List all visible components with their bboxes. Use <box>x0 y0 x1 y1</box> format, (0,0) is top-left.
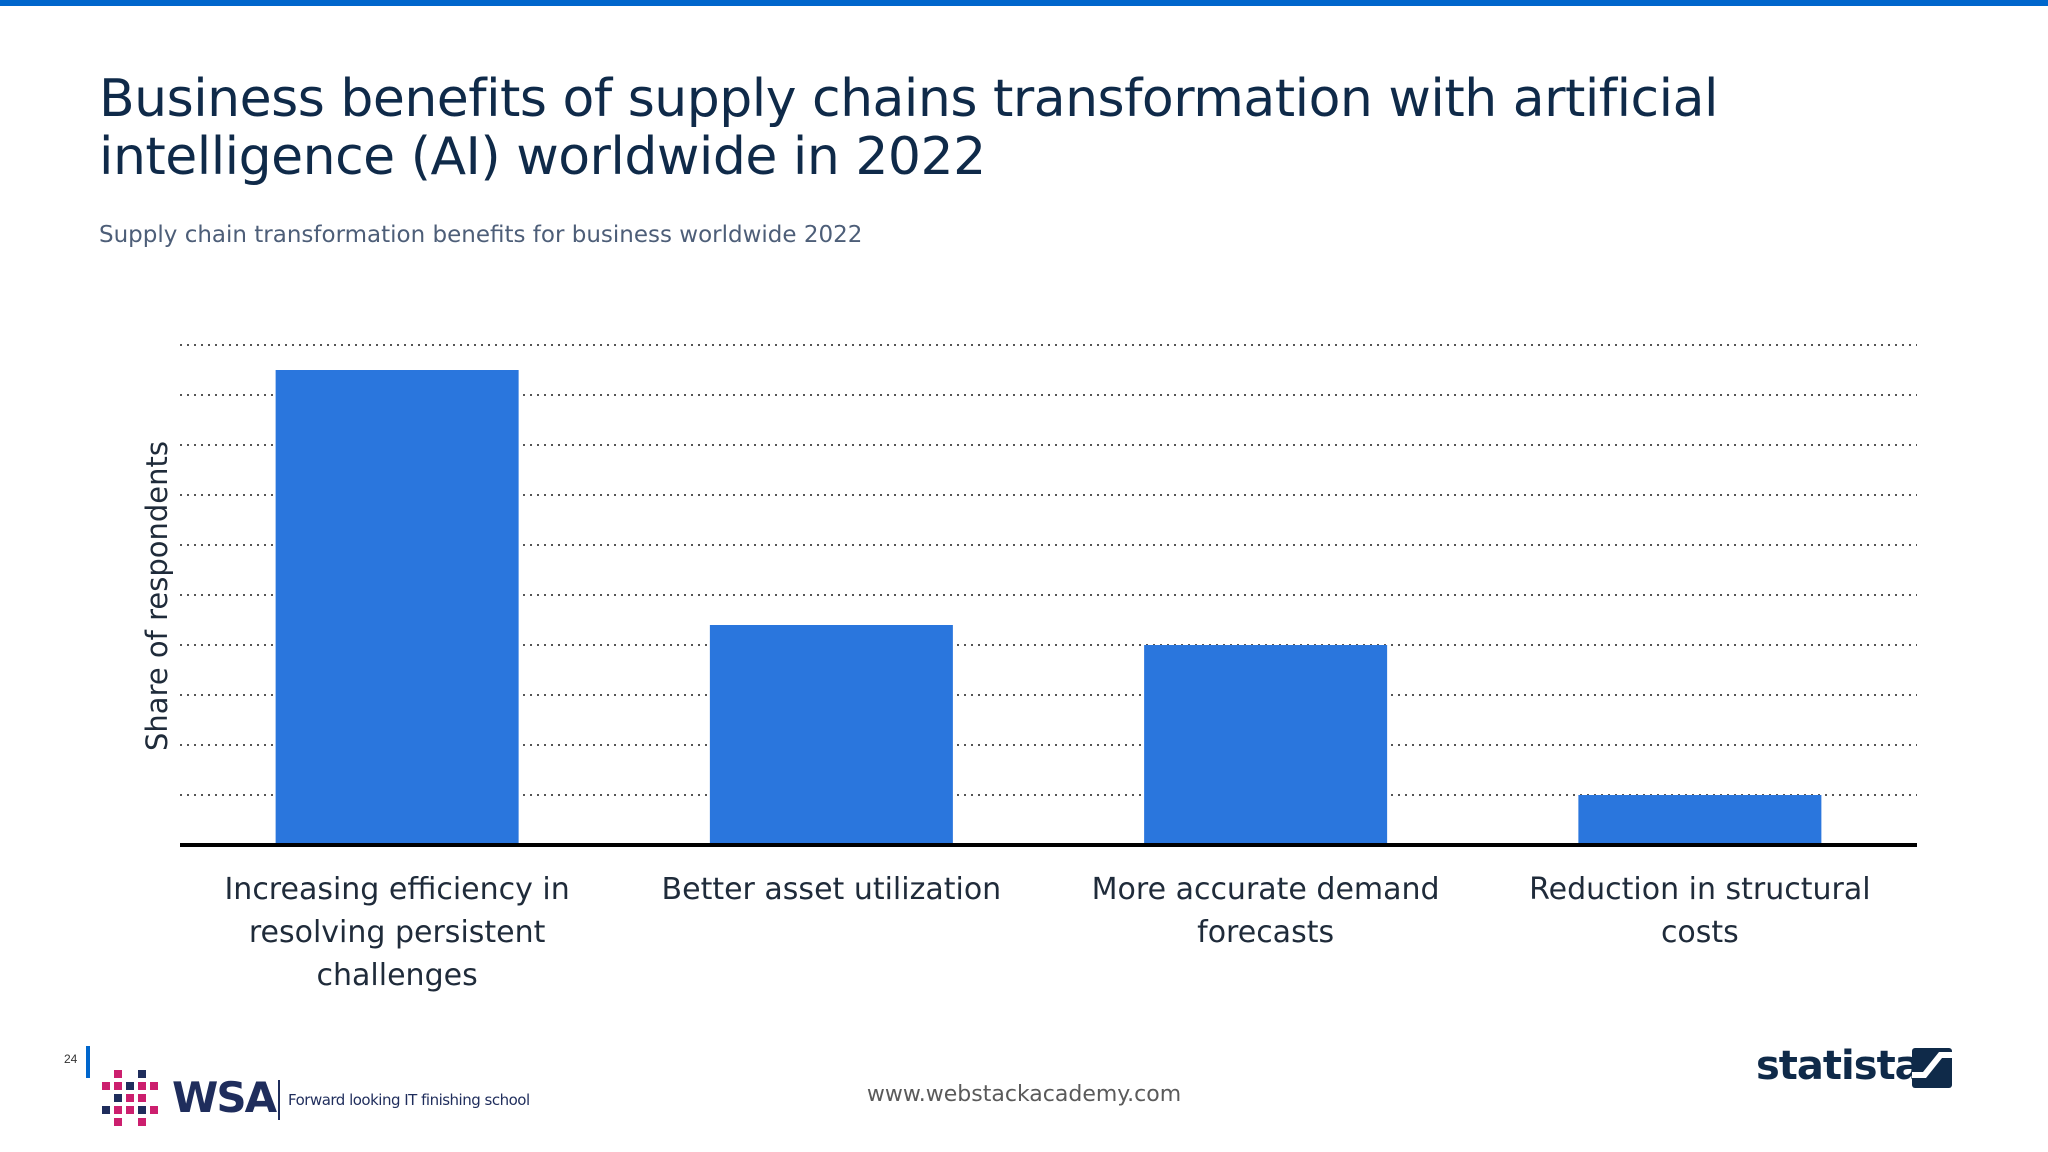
wsa-logo: WSA Forward looking IT finishing school <box>100 1068 530 1130</box>
y-axis-label: Share of respondents <box>140 441 174 751</box>
bar[interactable] <box>1578 795 1822 845</box>
grid-lines <box>180 344 1917 796</box>
wsa-separator <box>278 1080 280 1120</box>
bar[interactable] <box>709 625 953 845</box>
category-label: Increasing efficiency in resolving persi… <box>224 872 570 993</box>
top-accent-bar <box>0 0 2048 6</box>
chart-title: Business benefits of supply chains trans… <box>99 69 1718 187</box>
bars <box>275 370 1822 845</box>
bar[interactable] <box>275 370 519 845</box>
page-marker <box>86 1046 90 1078</box>
wsa-wordmark: WSA <box>172 1073 277 1122</box>
wsa-dots-icon <box>102 1070 158 1126</box>
page-number: 24 <box>64 1052 78 1066</box>
wsa-tagline: Forward looking IT finishing school <box>288 1091 530 1109</box>
category-label: Better asset utilization <box>661 872 1002 907</box>
statista-wordmark: statista <box>1756 1043 1922 1089</box>
category-label: More accurate demand forecasts <box>1091 872 1440 950</box>
category-label: Reduction in structural costs <box>1529 872 1871 950</box>
footer-url[interactable]: www.webstackacademy.com <box>866 1082 1182 1107</box>
bar[interactable] <box>1144 645 1388 845</box>
chart-subtitle: Supply chain transformation benefits for… <box>99 222 863 248</box>
statista-mark-icon <box>1912 1048 1952 1088</box>
statista-logo: statista <box>1756 1043 1956 1092</box>
